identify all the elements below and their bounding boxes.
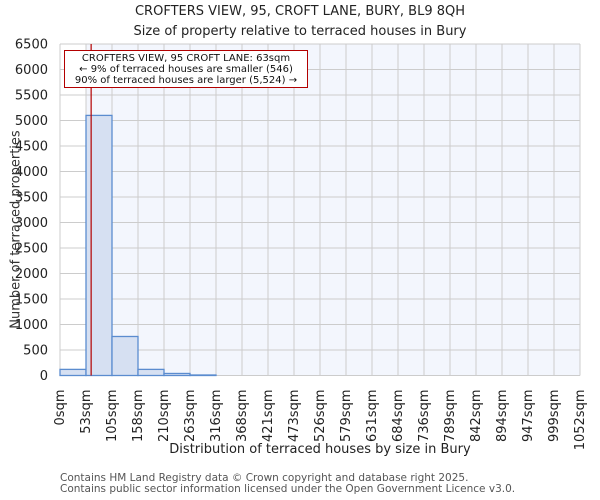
histogram-bar: [163, 372, 191, 377]
x-axis-label: Distribution of terraced houses by size …: [169, 442, 471, 457]
y-tick-label: 3000: [15, 216, 48, 231]
y-tick-label: 0: [40, 369, 48, 384]
x-tick-label: 579sqm: [339, 390, 354, 443]
histogram-bar: [111, 335, 139, 377]
x-tick-label: 947sqm: [521, 390, 536, 443]
annotation-line-1: CROFTERS VIEW, 95 CROFT LANE: 63sqm: [81, 53, 291, 64]
y-tick-label: 5500: [15, 89, 48, 104]
x-tick-label: 316sqm: [209, 390, 224, 443]
footer-copyright: Contains HM Land Registry data © Crown c…: [60, 472, 469, 484]
y-tick-label: 5000: [15, 114, 48, 129]
y-tick-label: 4000: [15, 165, 48, 180]
chart-title: CROFTERS VIEW, 95, CROFT LANE, BURY, BL9…: [134, 4, 465, 19]
x-tick-label: 263sqm: [183, 390, 198, 443]
footer-licence: Contains public sector information licen…: [60, 483, 516, 495]
x-tick-label: 631sqm: [365, 390, 380, 443]
x-tick-label: 894sqm: [495, 390, 510, 443]
x-tick-label: 473sqm: [287, 390, 302, 443]
y-tick-label: 500: [23, 344, 48, 359]
y-tick-label: 1000: [15, 318, 48, 333]
x-tick-label: 1052sqm: [573, 390, 588, 451]
property-annotation: CROFTERS VIEW, 95 CROFT LANE: 63sqm ← 9%…: [64, 50, 308, 88]
y-axis-label: Number of terraced properties: [8, 130, 24, 329]
x-tick-label: 736sqm: [417, 390, 432, 443]
histogram-bar: [85, 114, 113, 377]
histogram-bar: [59, 368, 87, 377]
y-tick-label: 1500: [15, 293, 48, 308]
y-tick-label: 2000: [15, 267, 48, 282]
x-tick-label: 421sqm: [261, 390, 276, 443]
histogram-bar: [137, 368, 165, 377]
y-tick-label: 2500: [15, 242, 48, 257]
y-tick-label: 6000: [15, 63, 48, 78]
y-tick-label: 6500: [15, 38, 48, 53]
x-tick-label: 158sqm: [131, 390, 146, 443]
x-tick-label: 53sqm: [79, 390, 94, 434]
x-tick-label: 526sqm: [313, 390, 328, 443]
x-tick-label: 0sqm: [53, 390, 68, 426]
chart-subtitle: Size of property relative to terraced ho…: [133, 24, 467, 39]
x-tick-label: 210sqm: [157, 390, 172, 443]
x-tick-label: 789sqm: [443, 390, 458, 443]
x-tick-label: 684sqm: [391, 390, 406, 443]
x-tick-label: 842sqm: [469, 390, 484, 443]
x-tick-label: 999sqm: [547, 390, 562, 443]
annotation-line-2: ← 9% of terraced houses are smaller (546…: [79, 64, 293, 75]
x-tick-label: 368sqm: [235, 390, 250, 443]
histogram-bar: [189, 374, 217, 377]
y-tick-label: 4500: [15, 140, 48, 155]
x-tick-label: 105sqm: [105, 390, 120, 443]
plot-area-tint: [86, 44, 580, 376]
y-tick-label: 3500: [15, 191, 48, 206]
annotation-line-3: 90% of terraced houses are larger (5,524…: [74, 75, 298, 86]
